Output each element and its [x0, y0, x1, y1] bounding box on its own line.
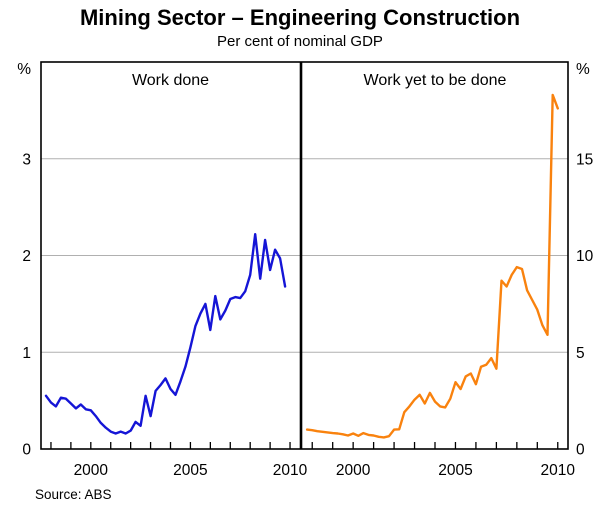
panel-title: Work done: [132, 72, 209, 89]
y-axis-label-right: 15: [576, 151, 593, 168]
source-note: Source: ABS: [35, 487, 112, 502]
y-axis-label-right: 5: [576, 345, 585, 362]
y-axis-label-left: 0: [22, 442, 31, 459]
y-axis-label-right: 0: [576, 442, 585, 459]
chart-subtitle: Per cent of nominal GDP: [217, 33, 383, 50]
chart-title: Mining Sector – Engineering Construction: [79, 5, 521, 30]
x-axis-label: 2005: [173, 462, 207, 479]
x-axis-label: 2010: [541, 462, 576, 479]
x-axis-label: 2005: [438, 462, 472, 479]
series-line-work-yet-to-be-done: [305, 93, 559, 439]
panel-title: Work yet to be done: [364, 72, 507, 89]
y-axis-unit-left: %: [17, 61, 31, 78]
y-axis-label-left: 1: [22, 345, 31, 362]
x-axis-label: 2010: [273, 462, 308, 479]
y-axis-unit-right: %: [576, 61, 590, 78]
y-axis-label-left: 2: [22, 248, 31, 265]
y-axis-label-left: 3: [22, 151, 31, 168]
series-line-work-done: [44, 232, 287, 435]
x-axis-label: 2000: [336, 462, 371, 479]
plot-frame: [40, 61, 569, 450]
y-axis-label-right: 10: [576, 248, 594, 265]
x-axis-label: 2000: [74, 462, 109, 479]
